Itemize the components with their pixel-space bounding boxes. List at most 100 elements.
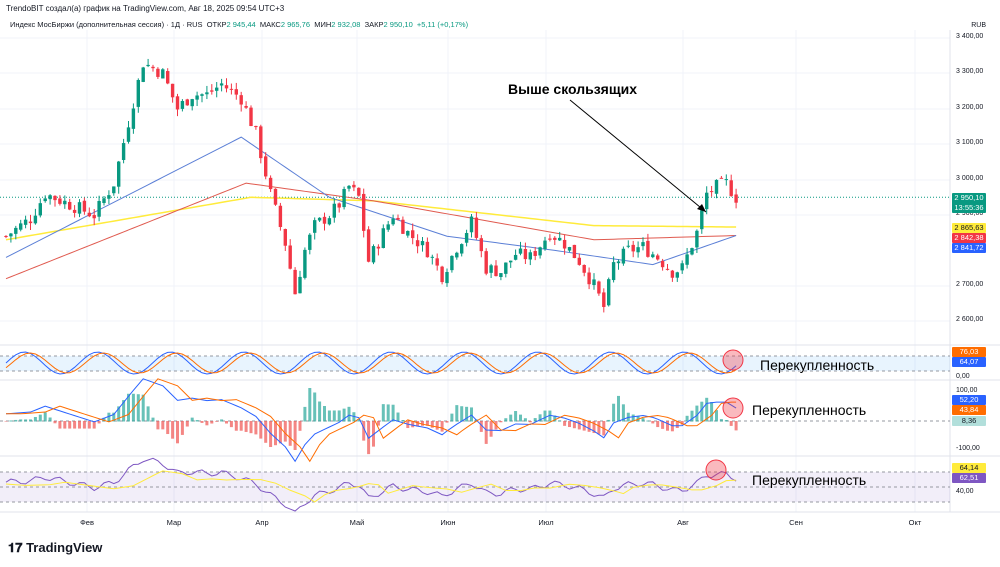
candle-body (719, 177, 724, 179)
macd-histogram-bar (156, 421, 160, 430)
macd-histogram-bar (450, 413, 454, 422)
price-axis-label: 3 400,00 (956, 33, 984, 40)
candle-body (77, 202, 82, 214)
macd-bottom: -100,00 (956, 445, 980, 452)
countdown: 13:55:36 (954, 203, 984, 212)
candle-body (602, 292, 606, 307)
macd-histogram-bar (440, 421, 444, 432)
open-value: 2 945,44 (226, 20, 256, 29)
ma-yellow-tag: 2 865,63 (952, 223, 986, 233)
candle-body (611, 262, 616, 281)
macd-histogram-bar (254, 421, 258, 435)
macd-histogram-bar (538, 414, 542, 422)
candle-body (729, 180, 733, 196)
macd-histogram-bar (323, 406, 326, 422)
candle-body (97, 200, 101, 217)
price-axis-label: 3 200,00 (956, 103, 984, 111)
overbought-macd: Перекупленность (752, 402, 867, 418)
candle-body (185, 99, 189, 106)
price-axis-label: 2 700,00 (956, 280, 984, 288)
candle-body (146, 64, 150, 67)
arrow-head (697, 204, 706, 212)
macd-histogram-bar (14, 419, 18, 422)
macd-histogram-bar (592, 421, 596, 434)
candle-body (626, 245, 630, 247)
high-value: 2 965,76 (280, 20, 311, 29)
macd-histogram-bar (176, 421, 179, 444)
macd-tag: 52,20 (952, 395, 986, 405)
candle-body (401, 219, 405, 234)
macd-histogram-bar (229, 421, 233, 428)
candle-body (636, 247, 640, 253)
candle-body (219, 83, 224, 86)
candle-body (273, 188, 278, 205)
candle-body (420, 241, 425, 246)
macd-histogram-bar (651, 421, 655, 424)
candle-body (577, 257, 581, 265)
macd-histogram-bar (411, 421, 415, 428)
macd-histogram-bar (171, 421, 175, 439)
price-axis-label: 2 600,00 (956, 316, 984, 324)
macd-histogram-bar (587, 421, 591, 432)
stoch-d-tag: 64,07 (952, 357, 986, 367)
candle-body (406, 231, 410, 236)
macd-histogram-bar (220, 419, 224, 422)
macd-histogram-bar (195, 420, 199, 422)
symbol[interactable]: Индекс МосБиржи (дополнительная сессия) … (10, 20, 203, 29)
candle-body (391, 218, 395, 225)
candle-body (82, 200, 87, 212)
macd-histogram-bar (82, 421, 86, 429)
macd-histogram-bar (690, 410, 694, 422)
macd-histogram-bar (504, 418, 508, 422)
macd-histogram-bar (509, 414, 513, 422)
macd-histogram-bar (445, 421, 449, 423)
macd-histogram-bar (112, 412, 116, 422)
candle-body (288, 245, 292, 269)
candle-body (322, 216, 327, 224)
symbol-legend: Индекс МосБиржи (дополнительная сессия) … (10, 20, 468, 29)
candle-body (308, 234, 312, 250)
candle-body (283, 229, 287, 246)
macd-histogram-bar (621, 404, 625, 422)
macd-histogram-bar (362, 421, 366, 441)
macd-histogram-bar (396, 412, 400, 422)
macd-histogram-bar (533, 418, 537, 422)
candle-body (499, 273, 503, 277)
macd-histogram-bar (146, 406, 150, 422)
candle-body (342, 188, 346, 208)
candle-body (239, 95, 243, 105)
candle-body (504, 262, 508, 274)
macd-histogram-bar (102, 417, 106, 422)
candle-body (660, 260, 665, 268)
candle-body (259, 126, 263, 159)
open-label: ОТКР (206, 20, 227, 29)
candle-body (523, 249, 528, 260)
price-axis-label: 2 900,00 (956, 210, 984, 217)
stoch-k-tag: 76,03 (952, 347, 986, 357)
candle-body (592, 279, 596, 286)
candle-body (411, 230, 415, 239)
macd-histogram-bar (180, 421, 184, 435)
candle-body (28, 221, 33, 224)
signal-tag: 43,84 (952, 405, 986, 415)
macd-histogram-bar (141, 394, 145, 422)
macd-histogram-bar (166, 421, 170, 435)
candle-body (195, 95, 199, 100)
macd-histogram-bar (97, 421, 101, 424)
macd-histogram-bar (563, 421, 567, 426)
time-axis-label: Фев (80, 518, 94, 527)
macd-histogram-bar (425, 421, 429, 426)
candle-body (445, 272, 449, 284)
candle-body (278, 205, 283, 228)
tradingview-logo[interactable]: 𝟏𝟕 TradingView (8, 540, 102, 556)
macd-histogram-bar (572, 421, 576, 429)
candle-body (131, 108, 136, 129)
macd-histogram-bar (92, 421, 96, 429)
annotation-arrow (569, 99, 707, 213)
candle-body (347, 185, 351, 189)
rsi-40: 40,00 (956, 488, 974, 495)
candle-body (175, 96, 180, 110)
macd-histogram-bar (288, 421, 292, 446)
macd-histogram-bar (705, 397, 709, 422)
